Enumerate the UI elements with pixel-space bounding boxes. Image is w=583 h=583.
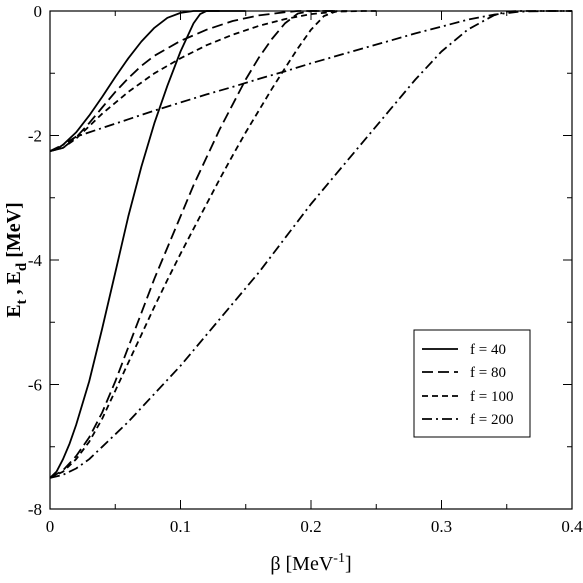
series-line-f40-curve-2 <box>49 10 220 479</box>
series-line-f80-curve-2 <box>49 10 338 479</box>
series-line-f100-curve-1 <box>49 10 377 152</box>
legend-label-f200: f = 200 <box>470 412 513 428</box>
y-axis-title-subscript-d: d <box>14 262 30 271</box>
x-tick-label: 0 <box>46 517 55 536</box>
legend-label-f40: f = 40 <box>470 342 506 358</box>
series-line-f100-curve-2 <box>49 10 351 479</box>
y-tick-label: -2 <box>28 127 42 146</box>
legend-box <box>413 329 531 438</box>
series-line-f200-curve-1 <box>49 10 572 152</box>
x-tick-label: 0.3 <box>431 517 452 536</box>
y-tick-label: -6 <box>28 376 42 395</box>
x-tick-label: 0.1 <box>170 517 191 536</box>
x-axis-title: β [MeV-1] <box>270 551 351 575</box>
series-line-f80-curve-1 <box>49 10 338 152</box>
y-axis-title: Et , Ed [MeV] <box>3 202 30 318</box>
series-line-f40-curve-1 <box>49 10 246 152</box>
tick-layer: 0 0.1 0.2 0.3 0.4 -8 -6 -4 -2 0 <box>28 2 583 536</box>
y-tick-label: -4 <box>28 251 43 270</box>
legend-label-f100: f = 100 <box>470 389 513 405</box>
series-layer <box>49 10 572 479</box>
legend: f = 40 f = 80 f = 100 f = 200 <box>413 329 531 438</box>
legend-label-f80: f = 80 <box>470 365 506 381</box>
x-tick-label: 0.4 <box>561 517 583 536</box>
series-line-f200-curve-2 <box>49 10 572 479</box>
y-tick-label: 0 <box>34 2 43 21</box>
x-tick-label: 0.2 <box>300 517 321 536</box>
y-axis-title-subscript-t: t <box>14 299 30 304</box>
x-axis-title-superscript: -1 <box>333 551 345 566</box>
y-tick-label: -8 <box>28 500 42 519</box>
